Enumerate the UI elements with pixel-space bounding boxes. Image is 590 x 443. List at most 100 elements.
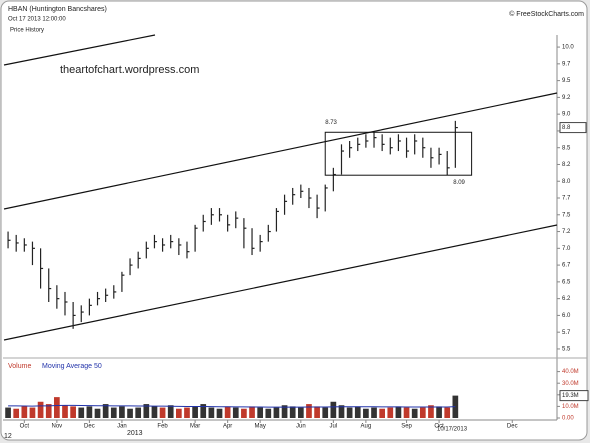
volume-bar <box>257 407 264 418</box>
volume-bar <box>78 407 85 418</box>
volume-bar <box>436 406 442 418</box>
y-tick-label: 7.5 <box>562 212 571 218</box>
x-tick-label: Feb <box>157 424 168 430</box>
volume-bar <box>346 407 353 418</box>
y2-tick-label: 10.0M <box>562 404 579 410</box>
y-tick-label: 9.2 <box>562 95 571 101</box>
year-label: 2013 <box>127 430 143 437</box>
volume-bar <box>200 404 207 418</box>
volume-bar <box>330 401 337 418</box>
volume-bar <box>110 407 117 418</box>
volume-bar <box>21 406 28 418</box>
volume-bar <box>411 408 418 418</box>
volume-bar <box>379 408 386 418</box>
volume-bar <box>127 408 133 418</box>
volume-bar <box>314 406 320 418</box>
volume-bar <box>428 405 434 418</box>
y-tick-label: 7.2 <box>562 229 571 235</box>
volume-bar <box>306 404 312 418</box>
volume-bar <box>403 407 410 418</box>
corner-label: 12 <box>4 433 12 440</box>
volume-bar <box>281 405 288 418</box>
x-tick-label: Dec <box>507 424 518 430</box>
volume-bar <box>167 405 174 418</box>
trend-line <box>3 224 558 341</box>
volume-bar <box>265 408 272 418</box>
y-tick-label: 9.5 <box>562 78 571 84</box>
y-tick-label: 8.2 <box>562 162 571 168</box>
volume-bar <box>143 404 150 418</box>
volume-bar <box>70 406 76 418</box>
volume-bar <box>232 407 239 418</box>
date-label: 10/17/2013 <box>437 427 468 433</box>
last-price-box <box>559 122 587 134</box>
legend-volume: Volume <box>8 363 31 370</box>
y2-tick-label: 0.00 <box>562 416 574 422</box>
volume-bar <box>273 407 280 418</box>
y-tick-label: 6.2 <box>562 296 571 302</box>
volume-bar <box>208 407 215 418</box>
y-tick-label: 5.7 <box>562 330 571 336</box>
y2-tick-label: 40.0M <box>562 369 579 375</box>
y-tick-label: 5.5 <box>562 347 571 353</box>
chart-title: HBAN (Huntington Bancshares) <box>8 6 107 13</box>
y2-tick-label: 30.0M <box>562 381 579 387</box>
x-tick-label: Jul <box>330 424 338 430</box>
volume-bar <box>444 407 451 418</box>
volume-bar <box>54 397 60 418</box>
volume-bar <box>192 406 198 418</box>
x-tick-label: Nov <box>52 424 63 430</box>
x-tick-label: Oct <box>434 424 444 430</box>
x-tick-label: Jan <box>117 424 127 430</box>
volume-bar <box>102 404 109 418</box>
volume-bar <box>94 408 101 418</box>
volume-bar <box>62 405 68 418</box>
x-tick-label: Sep <box>401 424 412 430</box>
trend-line <box>3 34 156 66</box>
panel-label: Price History <box>10 28 44 34</box>
last-price-label: 8.8 <box>562 125 571 131</box>
y-tick-label: 9.0 <box>562 112 571 118</box>
volume-bar <box>119 406 125 418</box>
x-tick-label: Apr <box>223 424 232 430</box>
trend-line <box>3 92 558 210</box>
volume-bar <box>297 407 304 418</box>
volume-bar <box>216 408 223 418</box>
volume-bar <box>354 406 361 418</box>
legend-ma: Moving Average 50 <box>42 363 102 370</box>
x-tick-label: Dec <box>84 424 95 430</box>
volume-bar <box>371 407 377 418</box>
volume-bar <box>45 404 52 418</box>
subtitle: Oct 17 2013 12:00:00 <box>8 17 66 23</box>
volume-bar <box>363 408 369 418</box>
volume-bar <box>159 407 166 418</box>
volume-bar <box>184 407 190 418</box>
volume-bar <box>13 408 20 418</box>
volume-bar <box>86 406 93 418</box>
x-tick-label: Oct <box>20 424 30 430</box>
volume-bar <box>249 406 255 418</box>
box-top-label: 8.73 <box>325 120 337 126</box>
box-bottom-label: 8.09 <box>453 180 465 186</box>
x-tick-label: Jun <box>296 424 306 430</box>
volume-bar <box>151 406 158 418</box>
range-box <box>324 131 473 176</box>
x-tick-label: Aug <box>361 424 372 430</box>
credit: © FreeStockCharts.com <box>509 10 584 18</box>
volume-bar <box>419 407 426 418</box>
volume-bar <box>395 406 402 418</box>
y-tick-label: 10.0 <box>562 45 574 51</box>
volume-bar <box>322 407 329 418</box>
y-tick-label: 8.5 <box>562 145 571 151</box>
volume-bar <box>224 406 231 418</box>
volume-bar <box>387 407 394 418</box>
last-volume-label: 19.3M <box>562 393 579 399</box>
volume-bar <box>338 405 345 418</box>
y-tick-label: 7.0 <box>562 246 571 252</box>
y-tick-label: 9.7 <box>562 61 571 67</box>
x-tick-label: Mar <box>190 424 200 430</box>
volume-bar <box>5 407 11 418</box>
